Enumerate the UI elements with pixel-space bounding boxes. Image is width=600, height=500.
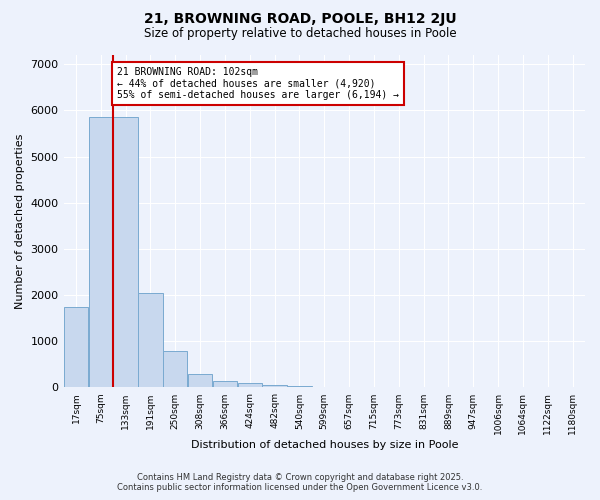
Bar	[113, 118, 138, 388]
Bar	[163, 350, 187, 388]
Y-axis label: Number of detached properties: Number of detached properties	[15, 134, 25, 309]
Text: Size of property relative to detached houses in Poole: Size of property relative to detached ho…	[143, 28, 457, 40]
X-axis label: Distribution of detached houses by size in Poole: Distribution of detached houses by size …	[191, 440, 458, 450]
Bar	[89, 118, 113, 388]
Text: Contains HM Land Registry data © Crown copyright and database right 2025.
Contai: Contains HM Land Registry data © Crown c…	[118, 473, 482, 492]
Bar	[287, 386, 311, 388]
Bar	[64, 306, 88, 388]
Bar	[188, 374, 212, 388]
Bar	[213, 380, 237, 388]
Bar	[262, 385, 287, 388]
Text: 21, BROWNING ROAD, POOLE, BH12 2JU: 21, BROWNING ROAD, POOLE, BH12 2JU	[143, 12, 457, 26]
Bar	[138, 293, 163, 388]
Text: 21 BROWNING ROAD: 102sqm
← 44% of detached houses are smaller (4,920)
55% of sem: 21 BROWNING ROAD: 102sqm ← 44% of detach…	[117, 66, 399, 100]
Bar	[238, 383, 262, 388]
